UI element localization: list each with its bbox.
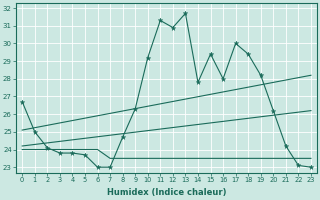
X-axis label: Humidex (Indice chaleur): Humidex (Indice chaleur): [107, 188, 226, 197]
